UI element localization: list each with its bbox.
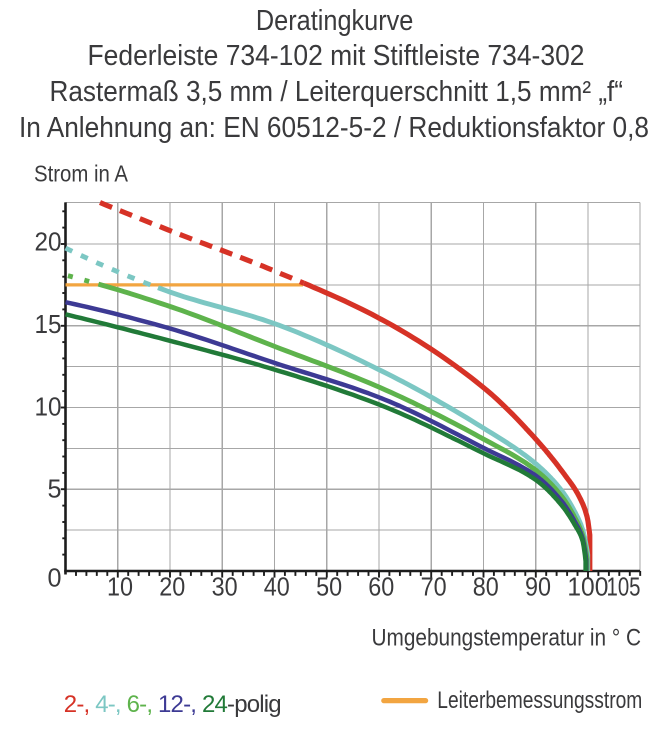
svg-text:Federleiste 734-102 mit Stiftl: Federleiste 734-102 mit Stiftleiste 734-… — [88, 40, 585, 72]
svg-text:0: 0 — [48, 562, 62, 592]
svg-text:15: 15 — [35, 309, 62, 339]
svg-text:In Anlehnung an: EN 60512-5-2: In Anlehnung an: EN 60512-5-2 / Reduktio… — [19, 112, 649, 144]
svg-text:Leiterbemessungsstrom: Leiterbemessungsstrom — [437, 687, 642, 714]
svg-text:5: 5 — [48, 473, 62, 503]
svg-text:100: 100 — [567, 572, 608, 602]
svg-text:Strom in A: Strom in A — [34, 161, 129, 187]
svg-text:80: 80 — [473, 572, 499, 602]
svg-text:70: 70 — [421, 572, 447, 602]
svg-text:40: 40 — [264, 572, 290, 602]
svg-text:Rastermaß 3,5 mm / Leiterquers: Rastermaß 3,5 mm / Leiterquerschnitt 1,5… — [50, 76, 624, 108]
svg-text:2-, 4-, 6-, 12-, 24-polig: 2-, 4-, 6-, 12-, 24-polig — [64, 691, 281, 718]
svg-text:90: 90 — [525, 572, 551, 602]
svg-text:10: 10 — [107, 572, 133, 602]
svg-text:Umgebungstemperatur in ° C: Umgebungstemperatur in ° C — [372, 625, 642, 652]
svg-text:20: 20 — [35, 226, 62, 256]
svg-text:60: 60 — [368, 572, 394, 602]
svg-text:20: 20 — [159, 572, 185, 602]
svg-text:Deratingkurve: Deratingkurve — [256, 5, 414, 37]
svg-text:30: 30 — [212, 572, 238, 602]
svg-text:105: 105 — [607, 572, 641, 602]
svg-text:50: 50 — [316, 572, 342, 602]
svg-text:10: 10 — [35, 392, 62, 422]
